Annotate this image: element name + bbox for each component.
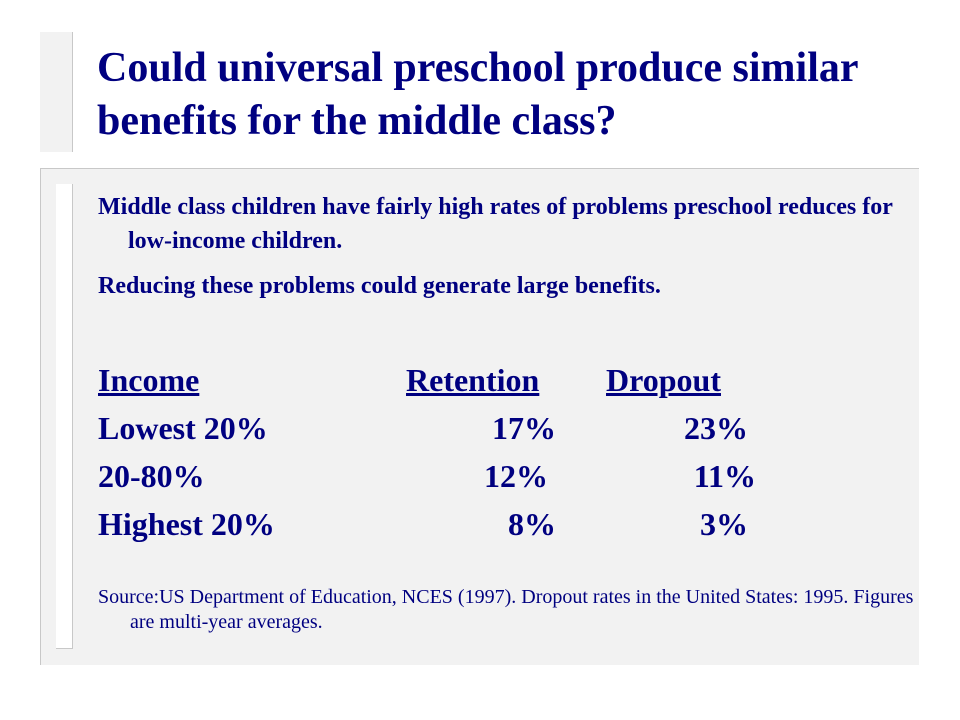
header-retention: Retention bbox=[406, 362, 540, 398]
retention-value: 17% bbox=[492, 410, 556, 446]
table-row: Lowest 20% 17% 23% bbox=[98, 408, 858, 456]
bullet-paragraph-1: Middle class children have fairly high r… bbox=[98, 194, 893, 254]
income-group: Highest 20% bbox=[98, 506, 275, 542]
content-panel bbox=[40, 168, 919, 665]
table-header-row: Income Retention Dropout bbox=[98, 360, 858, 408]
title-accent-bar bbox=[40, 32, 73, 152]
dropout-value: 3% bbox=[700, 506, 748, 542]
dropout-value: 11% bbox=[693, 458, 756, 494]
rates-table: Income Retention Dropout Lowest 20% 17% … bbox=[98, 360, 858, 552]
header-income: Income bbox=[98, 362, 200, 398]
bullet-paragraph-2: Reducing these problems could generate l… bbox=[98, 273, 661, 299]
table-row: 20-80% 12% 11% bbox=[98, 456, 858, 504]
source-note: Source:US Department of Education, NCES … bbox=[98, 586, 914, 633]
slide-title: Could universal preschool produce simila… bbox=[97, 45, 858, 144]
content-accent-bar bbox=[56, 184, 73, 649]
retention-value: 12% bbox=[484, 458, 548, 494]
header-dropout: Dropout bbox=[606, 362, 721, 398]
income-group: Lowest 20% bbox=[98, 410, 268, 446]
income-group: 20-80% bbox=[98, 458, 205, 494]
retention-value: 8% bbox=[508, 506, 556, 542]
dropout-value: 23% bbox=[684, 410, 748, 446]
table-row: Highest 20% 8% 3% bbox=[98, 504, 858, 552]
